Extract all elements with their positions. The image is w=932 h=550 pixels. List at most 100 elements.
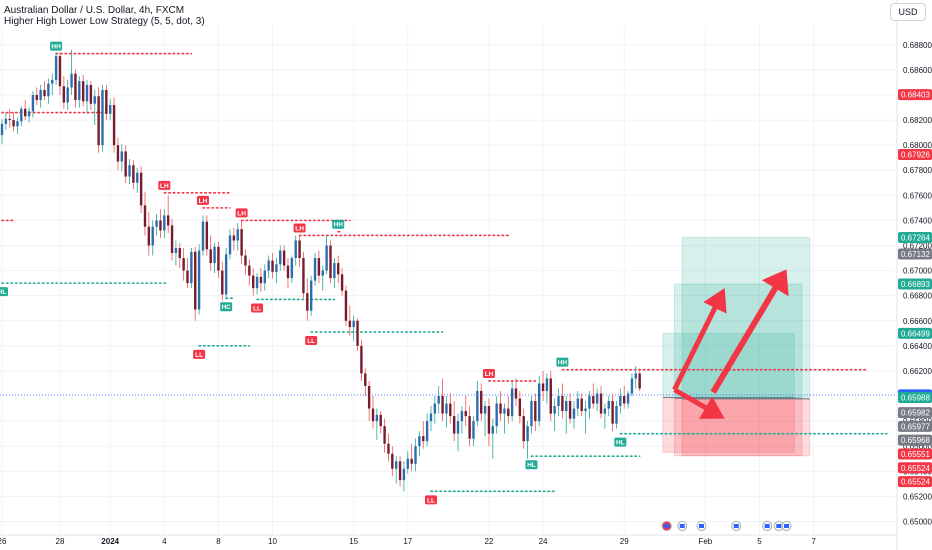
candle — [599, 385, 603, 419]
candle — [174, 240, 178, 266]
candle — [526, 421, 529, 459]
candle-body — [97, 96, 100, 146]
price-tag-bg — [898, 407, 932, 419]
candle — [70, 49, 73, 95]
candle-body — [143, 205, 147, 227]
x-tick-label: 2024 — [101, 537, 119, 546]
candle-body — [329, 245, 332, 279]
candle — [313, 253, 317, 286]
chart-title: Australian Dollar / U.S. Dollar, 4h, FXC… — [4, 5, 185, 16]
marker-badge — [50, 41, 63, 51]
candle-body — [23, 108, 27, 117]
position-zones — [662, 236, 811, 457]
candle — [441, 378, 444, 422]
candle-body — [537, 383, 541, 422]
candle-body — [128, 165, 131, 177]
currency-button[interactable]: USD — [890, 3, 926, 21]
x-tick-label: 24 — [539, 537, 548, 546]
y-tick-label: 0.66200 — [903, 367, 932, 376]
candle — [414, 438, 417, 472]
candle — [433, 396, 437, 424]
candle — [109, 98, 112, 121]
structure-marker: HL — [614, 437, 627, 447]
up-arrow-large — [710, 269, 789, 394]
candle — [128, 158, 131, 185]
candle-body — [534, 401, 537, 422]
price-tag-label: 0.65977 — [901, 422, 930, 431]
marker-badge — [193, 349, 206, 359]
candle — [186, 258, 189, 289]
candle-body — [74, 73, 77, 101]
candle — [282, 245, 286, 271]
indicator-label[interactable]: Higher High Lower Low Strategy (5, 5, do… — [4, 16, 205, 27]
candle-body — [514, 388, 518, 399]
flag-icon — [679, 524, 685, 528]
candle — [190, 248, 193, 289]
candle — [553, 398, 556, 432]
structure-marker: LL — [305, 336, 318, 346]
candle-body — [271, 260, 274, 272]
candle-body — [402, 468, 406, 481]
candle — [43, 81, 46, 101]
stop-loss-zone — [662, 397, 795, 453]
candle — [452, 401, 456, 442]
candle-body — [588, 396, 591, 409]
candle-body — [441, 396, 444, 414]
take-profit-zone — [673, 283, 803, 399]
candle-body — [394, 461, 398, 469]
candle — [120, 143, 124, 172]
price-tag-bg — [898, 420, 932, 432]
price-tag: 0.67926 — [898, 148, 932, 160]
economic-event-icon — [677, 521, 688, 531]
candle-body — [483, 406, 487, 414]
candle-body — [630, 378, 634, 394]
candle — [607, 396, 610, 417]
marker-label: LH — [485, 371, 494, 378]
candle — [163, 209, 166, 238]
candle-body — [472, 421, 475, 439]
candle-body — [603, 408, 607, 414]
marker-badge — [305, 336, 318, 346]
candle-body — [360, 345, 363, 374]
candle-body — [109, 105, 112, 114]
candle — [20, 106, 23, 127]
candle-body — [136, 172, 139, 183]
candle — [340, 268, 344, 296]
price-tag: 0.65524 — [898, 476, 932, 488]
candle-body — [526, 426, 529, 442]
candle — [483, 401, 487, 437]
candle-body — [541, 383, 545, 392]
candle-body — [267, 260, 270, 271]
candle-body — [337, 263, 340, 275]
y-tick-label: 0.65000 — [903, 517, 932, 526]
candle — [480, 383, 483, 422]
candle — [302, 251, 305, 299]
candle — [580, 393, 583, 417]
candle-body — [101, 89, 104, 146]
marker-badge — [482, 368, 495, 378]
candle — [47, 78, 50, 104]
candle-body — [112, 105, 116, 146]
candle — [541, 370, 545, 402]
x-tick-label: 28 — [56, 537, 65, 546]
price-tag-bg — [898, 327, 932, 339]
candle — [194, 246, 197, 321]
marker-label: HL — [616, 440, 625, 447]
candle — [576, 391, 580, 417]
candle-body — [255, 276, 259, 289]
candle-body — [553, 406, 556, 414]
x-tick-label: 17 — [403, 537, 412, 546]
candle-body — [4, 118, 8, 124]
candle-body — [414, 446, 417, 464]
candle-body — [615, 406, 618, 424]
price-tag-label: 0.65524 — [901, 478, 930, 487]
candle-body — [194, 251, 197, 310]
candle — [221, 261, 224, 301]
price-tag-label: 0.65988 — [901, 394, 930, 403]
structure-marker: LL — [424, 495, 437, 505]
candle — [325, 235, 328, 275]
candle-body — [549, 378, 552, 414]
candle — [201, 215, 205, 256]
candle — [236, 222, 239, 251]
